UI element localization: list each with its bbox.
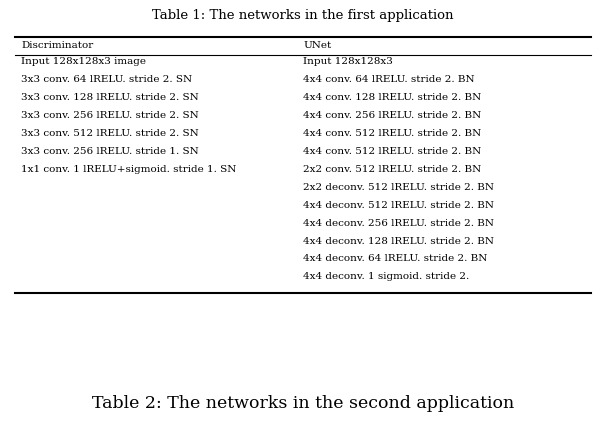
Text: 4x4 deconv. 512 lRELU. stride 2. BN: 4x4 deconv. 512 lRELU. stride 2. BN — [303, 201, 494, 210]
Text: 3x3 conv. 256 lRELU. stride 2. SN: 3x3 conv. 256 lRELU. stride 2. SN — [21, 111, 199, 120]
Text: Discriminator: Discriminator — [21, 41, 93, 50]
Text: 4x4 conv. 128 lRELU. stride 2. BN: 4x4 conv. 128 lRELU. stride 2. BN — [303, 93, 481, 102]
Text: 4x4 deconv. 256 lRELU. stride 2. BN: 4x4 deconv. 256 lRELU. stride 2. BN — [303, 219, 494, 228]
Text: Table 2: The networks in the second application: Table 2: The networks in the second appl… — [92, 395, 514, 412]
Text: 3x3 conv. 128 lRELU. stride 2. SN: 3x3 conv. 128 lRELU. stride 2. SN — [21, 93, 199, 102]
Text: 1x1 conv. 1 lRELU+sigmoid. stride 1. SN: 1x1 conv. 1 lRELU+sigmoid. stride 1. SN — [21, 165, 236, 174]
Text: 4x4 conv. 512 lRELU. stride 2. BN: 4x4 conv. 512 lRELU. stride 2. BN — [303, 129, 481, 138]
Text: 2x2 conv. 512 lRELU. stride 2. BN: 2x2 conv. 512 lRELU. stride 2. BN — [303, 165, 481, 174]
Text: 3x3 conv. 256 lRELU. stride 1. SN: 3x3 conv. 256 lRELU. stride 1. SN — [21, 147, 199, 156]
Text: 4x4 deconv. 64 lRELU. stride 2. BN: 4x4 deconv. 64 lRELU. stride 2. BN — [303, 254, 487, 263]
Text: 4x4 conv. 512 lRELU. stride 2. BN: 4x4 conv. 512 lRELU. stride 2. BN — [303, 147, 481, 156]
Text: 4x4 deconv. 1 sigmoid. stride 2.: 4x4 deconv. 1 sigmoid. stride 2. — [303, 272, 469, 281]
Text: 3x3 conv. 512 lRELU. stride 2. SN: 3x3 conv. 512 lRELU. stride 2. SN — [21, 129, 199, 138]
Text: Table 1: The networks in the first application: Table 1: The networks in the first appli… — [152, 9, 454, 22]
Text: Input 128x128x3: Input 128x128x3 — [303, 57, 393, 66]
Text: 4x4 deconv. 128 lRELU. stride 2. BN: 4x4 deconv. 128 lRELU. stride 2. BN — [303, 237, 494, 246]
Text: 4x4 conv. 64 lRELU. stride 2. BN: 4x4 conv. 64 lRELU. stride 2. BN — [303, 75, 474, 84]
Text: Input 128x128x3 image: Input 128x128x3 image — [21, 57, 146, 66]
Text: UNet: UNet — [303, 41, 331, 50]
Text: 4x4 conv. 256 lRELU. stride 2. BN: 4x4 conv. 256 lRELU. stride 2. BN — [303, 111, 481, 120]
Text: 2x2 deconv. 512 lRELU. stride 2. BN: 2x2 deconv. 512 lRELU. stride 2. BN — [303, 183, 494, 192]
Text: 3x3 conv. 64 lRELU. stride 2. SN: 3x3 conv. 64 lRELU. stride 2. SN — [21, 75, 192, 84]
